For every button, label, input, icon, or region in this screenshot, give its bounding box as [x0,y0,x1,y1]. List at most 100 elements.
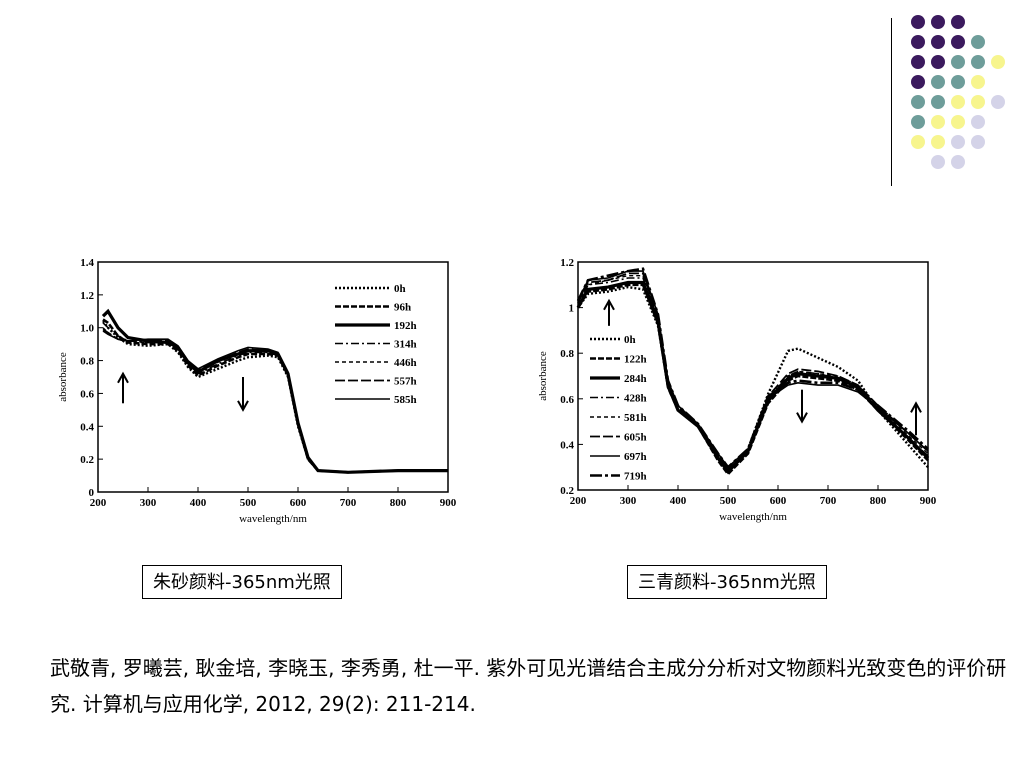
x-tick-label: 600 [290,497,307,509]
legend-label: 96h [394,302,411,314]
caption-left: 朱砂颜料-365nm光照 [142,565,342,599]
x-tick-label: 500 [240,497,257,509]
dot-lavender [971,135,985,149]
legend-label: 557h [394,376,417,388]
chart-azurite-absorbance: 200 300 400 500 600 700 800 900 0.2 0.4 0.6 0.8 1 1.2… [520,250,940,535]
caption-right: 三青颜料-365nm光照 [627,565,827,599]
series-line-585h [102,330,448,474]
y-tick-label: 0.2 [560,485,574,497]
x-tick-label: 900 [920,495,937,507]
y-tick-label: 0.4 [80,421,94,433]
y-tick-label: 1.4 [80,257,94,269]
y-axis-label: absorbance [537,351,549,401]
legend-label: 719h [624,471,647,483]
legend-label: 284h [624,373,647,385]
decorative-dot-grid [911,15,1005,169]
x-tick-label: 400 [190,497,207,509]
dot-purple [911,35,925,49]
dot-purple [951,35,965,49]
series-line-581h [577,275,929,471]
dot-lavender [991,95,1005,109]
legend-label: 314h [394,339,417,351]
y-tick-label: 1.0 [80,323,94,335]
y-axis-label: absorbance [57,352,69,402]
plot-frame [577,261,929,491]
series-line-428h [577,277,929,474]
dot-teal [971,55,985,69]
dot-yellow [951,95,965,109]
dot-lavender [931,155,945,169]
dot-teal [911,95,925,109]
x-tick-label: 700 [820,495,837,507]
y-tick-label: 0 [89,487,95,499]
dot-purple [911,75,925,89]
dot-teal [951,55,965,69]
dot-teal [951,75,965,89]
dot-purple [911,55,925,69]
x-tick-label: 700 [340,497,357,509]
y-tick-label: 0.4 [560,439,574,451]
arrow-up-arrowhead [910,401,922,413]
legend-label: 0h [394,283,406,295]
legend-label: 581h [624,412,647,424]
x-tick-label: 600 [770,495,787,507]
x-axis-label: wavelength/nm [239,513,307,525]
x-tick-label: 400 [670,495,687,507]
x-tick-label: 300 [140,497,157,509]
decorative-vertical-divider [891,18,892,186]
legend-label: 192h [394,320,417,332]
y-tick-label: 0.6 [560,394,574,406]
dot-teal [971,35,985,49]
legend-label: 0h [624,334,636,346]
dot-purple [951,15,965,29]
dot-purple [911,15,925,29]
legend-label: 122h [624,354,647,366]
x-axis-label: wavelength/nm [719,511,787,523]
dot-lavender [951,155,965,169]
y-tick-label: 1.2 [560,257,574,269]
x-tick-label: 900 [440,497,457,509]
dot-teal [931,95,945,109]
dot-lavender [951,135,965,149]
series-line-605h [577,272,929,471]
dot-yellow [971,75,985,89]
legend-label: 697h [624,451,647,463]
dot-teal [911,115,925,129]
x-tick-label: 200 [90,497,107,509]
dot-purple [931,55,945,69]
arrow-down-arrowhead [237,400,249,412]
y-tick-label: 0.2 [80,454,94,466]
plot-frame [97,261,449,493]
series-line-719h [576,267,929,470]
x-tick-label: 200 [570,495,587,507]
dot-yellow [911,135,925,149]
legend-label: 585h [394,394,417,406]
y-tick-label: 0.8 [560,348,574,360]
series-line-284h [576,280,930,475]
series-line-192h [101,308,448,474]
x-tick-label: 300 [620,495,637,507]
chart-cinnabar-absorbance: 200 300 400 500 600 700 800 900 0 0.2 0.4 0.6 0.8 1.0… [40,248,470,533]
citation-text: 武敬青, 罗曦芸, 耿金培, 李晓玉, 李秀勇, 杜一平. 紫外可见光谱结合主成… [50,656,1007,716]
dot-yellow [971,95,985,109]
x-tick-label: 800 [870,495,887,507]
y-tick-label: 0.8 [80,356,94,368]
y-tick-label: 1 [569,303,575,315]
legend-label: 428h [624,393,647,405]
x-tick-label: 800 [390,497,407,509]
y-tick-label: 1.2 [80,290,94,302]
arrow-up-arrowhead [117,371,129,384]
dot-yellow [931,135,945,149]
dot-purple [931,15,945,29]
dot-yellow [951,115,965,129]
dot-yellow [931,115,945,129]
dot-purple [931,35,945,49]
legend-label: 605h [624,432,647,444]
dot-yellow [991,55,1005,69]
dot-lavender [971,115,985,129]
legend-label: 446h [394,357,417,369]
y-tick-label: 0.6 [80,388,94,400]
arrow-down-arrowhead [796,412,808,424]
x-tick-label: 500 [720,495,737,507]
arrow-up-arrowhead [603,298,615,311]
